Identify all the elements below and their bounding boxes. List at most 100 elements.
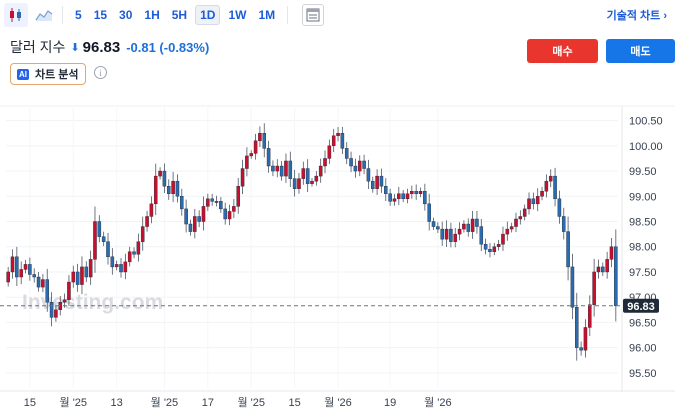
candle-body-up — [540, 191, 544, 197]
candle — [271, 160, 275, 177]
candle-body-down — [362, 160, 366, 169]
candle-body-up — [522, 208, 527, 217]
candle-body-down — [436, 226, 440, 230]
instrument-name: 달러 지수 — [10, 39, 66, 55]
candle — [19, 261, 23, 285]
candle — [140, 216, 145, 251]
candle-body-up — [284, 160, 288, 177]
candle-body-up — [314, 175, 319, 182]
candle-body-up — [297, 178, 301, 189]
candle — [227, 204, 232, 226]
y-tick-label: 96.50 — [629, 317, 657, 329]
candle — [288, 151, 293, 188]
candle-body-up — [19, 269, 23, 278]
candle-body-down — [175, 180, 180, 197]
data-table-icon[interactable] — [302, 4, 325, 26]
candle — [314, 171, 319, 186]
candle-body-up — [336, 133, 340, 136]
sell-button[interactable]: 매도 — [606, 39, 675, 63]
candle — [423, 183, 427, 211]
candle — [249, 150, 253, 159]
candle-body-up — [357, 160, 362, 172]
candle-body-up — [240, 168, 245, 187]
candle — [331, 128, 336, 153]
candle — [535, 188, 540, 212]
area-chart-icon[interactable] — [32, 3, 56, 27]
candle — [167, 179, 171, 200]
candle — [392, 193, 397, 206]
candle-body-up — [453, 233, 457, 242]
ai-chart-analysis-button[interactable]: AI 차트 분석 — [10, 63, 86, 85]
technical-chart-link[interactable]: 기술적 차트 › — [606, 10, 667, 22]
candlestick-chart-icon[interactable] — [4, 3, 28, 27]
timeframe-30m[interactable]: 30 — [119, 8, 133, 22]
y-tick-label: 98.50 — [629, 217, 657, 229]
candle-body-up — [588, 304, 592, 328]
candle-body-down — [423, 191, 427, 205]
y-tick-label: 97.50 — [629, 267, 657, 279]
candle — [410, 185, 414, 199]
candle-body-up — [236, 185, 240, 207]
info-icon[interactable]: i — [94, 66, 107, 79]
candle — [114, 260, 119, 271]
watermark-text: Investing.com — [22, 291, 163, 314]
candle — [427, 193, 431, 231]
toolbar-divider — [62, 6, 63, 24]
candle — [219, 196, 223, 213]
candle-body-down — [32, 274, 36, 278]
candle-body-up — [496, 244, 501, 247]
x-tick-label: 월 '26 — [424, 396, 452, 409]
candle — [492, 242, 497, 256]
candle-body-down — [45, 279, 49, 303]
candle-body-up — [123, 261, 128, 273]
candle-body-down — [340, 133, 345, 149]
candle-body-down — [466, 223, 471, 232]
candle-body-down — [440, 228, 444, 240]
candle-body-down — [110, 256, 115, 268]
timeframe-1mo[interactable]: 1M — [258, 8, 276, 22]
candle — [570, 253, 575, 320]
x-tick-label: 15 — [24, 397, 36, 409]
timeframe-1w[interactable]: 1W — [228, 8, 247, 22]
candle — [145, 210, 149, 232]
candle-body-down — [36, 276, 41, 288]
x-tick-label: 19 — [384, 397, 396, 409]
last-price: 96.83 — [82, 38, 121, 56]
candle-body-down — [119, 264, 123, 273]
candle — [444, 220, 449, 247]
candle — [97, 215, 102, 243]
candle — [540, 186, 544, 201]
candle — [15, 246, 19, 286]
candle-body-down — [427, 203, 431, 222]
timeframe-1h[interactable]: 1H — [144, 8, 160, 22]
candle — [514, 212, 518, 233]
candle — [362, 154, 366, 175]
candle-body-down — [379, 175, 384, 187]
toolbar-divider — [287, 6, 289, 24]
candle — [184, 199, 188, 233]
timeframe-5h[interactable]: 5H — [171, 8, 188, 22]
candle-body-up — [331, 135, 336, 147]
candle-body-down — [579, 347, 583, 351]
timeframe-5m[interactable]: 5 — [75, 8, 82, 22]
candle — [397, 186, 401, 205]
candle — [388, 188, 392, 206]
candle — [153, 163, 158, 216]
candle-body-up — [397, 193, 401, 200]
candle-body-down — [601, 266, 605, 273]
candle — [71, 265, 76, 288]
candle-body-up — [232, 206, 236, 212]
candle-body-down — [184, 208, 188, 225]
candle-body-down — [401, 193, 405, 200]
candle — [301, 161, 306, 185]
candle — [405, 188, 410, 204]
candle-body-up — [193, 216, 197, 232]
timeframe-1d[interactable]: 1D — [195, 5, 221, 25]
candle-body-up — [153, 175, 158, 205]
timeframe-15m[interactable]: 15 — [93, 8, 108, 22]
candle — [340, 126, 345, 155]
buy-button[interactable]: 매수 — [527, 39, 598, 63]
candle — [323, 150, 327, 174]
candle-body-down — [384, 185, 388, 194]
